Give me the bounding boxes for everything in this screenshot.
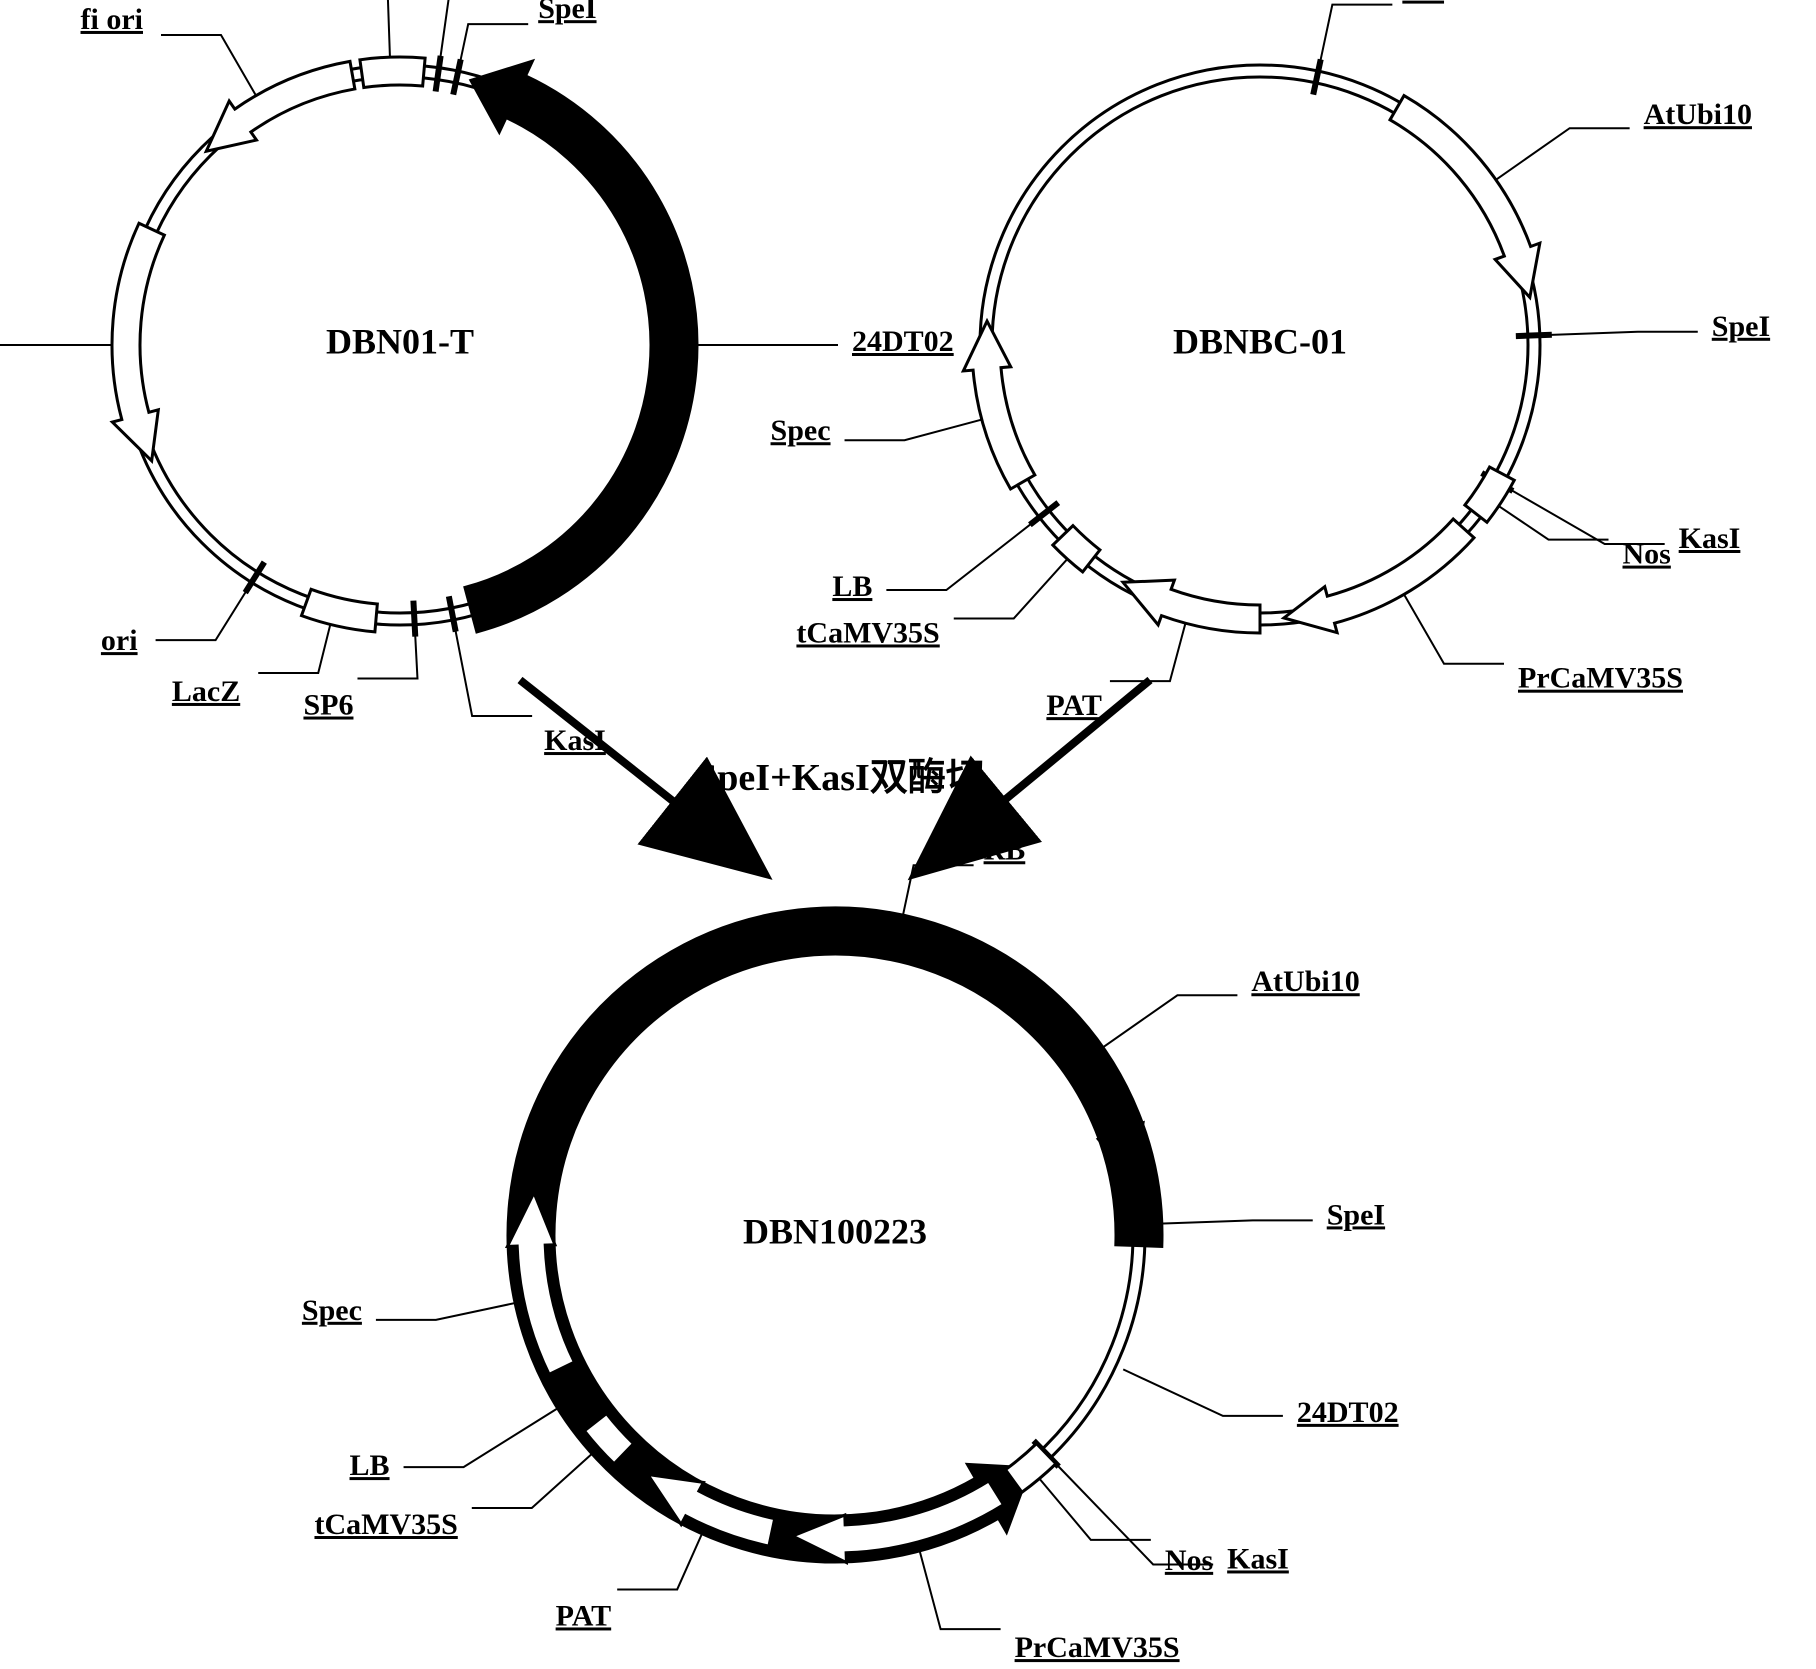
feature-kasi: KasI bbox=[1034, 1441, 1289, 1576]
plasmid-diagram: DBN01-TSpeIT7LacZfi oriAmporiLacZSP6KasI… bbox=[0, 0, 1816, 1669]
feature-nos: Nos bbox=[1465, 467, 1671, 571]
feature-label: PrCaMV35S bbox=[1015, 1631, 1180, 1664]
feature-label: AtUbi10 bbox=[1251, 965, 1359, 998]
feature-spei: SpeI bbox=[1516, 310, 1770, 343]
feature-label: KasI bbox=[1679, 522, 1741, 555]
plasmid-p3: DBN100223 RB AtUbi10 SpeI 24DT02 KasI Nos PrCaM… bbox=[302, 833, 1399, 1664]
feature-label: RB bbox=[984, 833, 1026, 866]
feature-label: Spec bbox=[771, 414, 831, 447]
plasmid-name: DBN01-T bbox=[326, 321, 474, 361]
feature-label: Nos bbox=[1165, 1544, 1213, 1577]
feature-label: fi ori bbox=[81, 3, 143, 36]
feature-24dt02: 24DT02 bbox=[465, 61, 954, 632]
feature-label: SpeI bbox=[1712, 310, 1770, 343]
plasmid-p2: DBNBC-01 RB AtUbi10 SpeI KasINos PrCaMV35S PAT… bbox=[771, 0, 1771, 722]
feature-label: tCaMV35S bbox=[314, 1508, 457, 1541]
plasmid-name: DBN100223 bbox=[743, 1211, 927, 1251]
feature-label: 24DT02 bbox=[852, 325, 954, 358]
feature-label: PAT bbox=[556, 1599, 612, 1632]
feature-fi ori: fi ori bbox=[81, 3, 355, 151]
feature-pat: PAT bbox=[556, 1475, 775, 1633]
feature-label: LacZ bbox=[172, 675, 240, 708]
process-label: SpeI+KasI双酶切 bbox=[696, 757, 984, 799]
feature-label: SpeI bbox=[538, 0, 596, 25]
feature-rb: RB bbox=[1313, 0, 1444, 95]
feature-nos: Nos bbox=[1005, 1444, 1213, 1577]
feature-amp: Amp bbox=[0, 223, 164, 461]
feature-label: LB bbox=[350, 1449, 390, 1482]
feature-pat: PAT bbox=[1046, 580, 1260, 722]
feature-label: tCaMV35S bbox=[796, 616, 939, 649]
feature-label: Spec bbox=[302, 1294, 362, 1327]
feature-24dt02: 24DT02 bbox=[508, 908, 1399, 1562]
feature-label: PAT bbox=[1046, 689, 1102, 722]
feature-prcamv35s: PrCaMV35S bbox=[793, 1481, 1180, 1664]
feature-label: LB bbox=[832, 570, 872, 603]
feature-label: KasI bbox=[1227, 1542, 1289, 1575]
feature-label: SP6 bbox=[303, 689, 353, 722]
feature-label: RB bbox=[1402, 0, 1444, 6]
feature-kasi: KasI bbox=[1482, 473, 1741, 555]
feature-label: PrCaMV35S bbox=[1518, 662, 1683, 695]
feature-label: Nos bbox=[1623, 538, 1671, 571]
feature-label: SpeI bbox=[1327, 1198, 1385, 1231]
feature-label: 24DT02 bbox=[1297, 1396, 1399, 1429]
feature-label: ori bbox=[101, 624, 138, 657]
feature-atubi10: AtUbi10 bbox=[1390, 96, 1752, 298]
feature-lb: LB bbox=[832, 503, 1058, 603]
plasmid-name: DBNBC-01 bbox=[1173, 321, 1347, 361]
feature-label: AtUbi10 bbox=[1644, 98, 1752, 131]
